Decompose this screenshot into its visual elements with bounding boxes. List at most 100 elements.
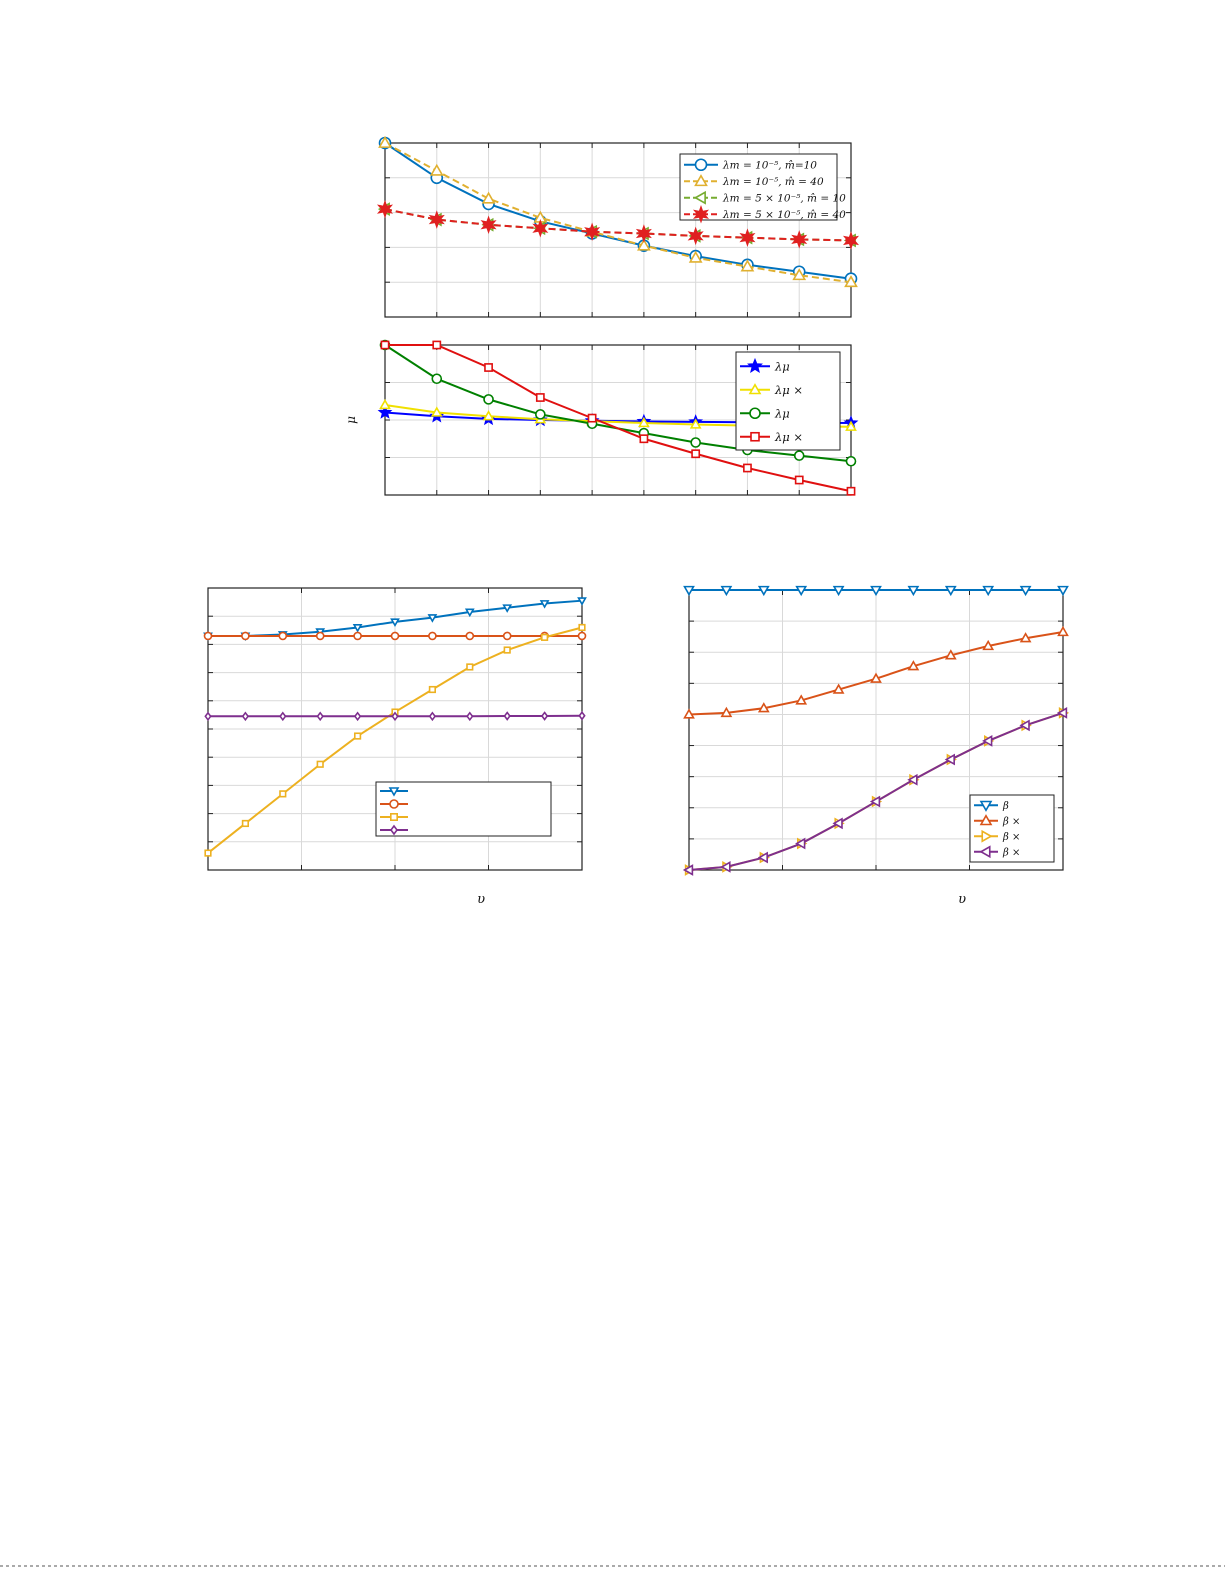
legend-label: β × <box>1002 832 1020 843</box>
series-top-1 <box>378 135 858 288</box>
data-point <box>577 631 587 641</box>
series-top-3 <box>376 199 860 250</box>
legend-label: λμ × <box>774 430 803 444</box>
data-point <box>203 631 213 641</box>
data-point <box>428 685 437 694</box>
data-point <box>846 486 856 496</box>
data-point <box>638 416 650 428</box>
data-point <box>466 663 474 671</box>
legend-label: λμ <box>774 359 790 373</box>
legend-marker <box>979 814 993 826</box>
data-point <box>430 406 443 417</box>
data-point <box>482 410 495 421</box>
data-point <box>578 623 586 632</box>
data-point <box>845 455 857 467</box>
series-line <box>384 208 852 242</box>
data-point <box>683 708 695 719</box>
data-point <box>690 437 701 448</box>
legend-bottom-left <box>375 781 552 837</box>
data-point <box>832 585 845 597</box>
data-point <box>428 210 445 229</box>
data-point <box>845 420 857 431</box>
data-point <box>870 672 882 683</box>
data-point <box>431 373 443 385</box>
data-point <box>687 226 704 246</box>
data-point <box>944 753 955 766</box>
series-bottom-right-0 <box>683 585 1069 597</box>
data-point <box>376 199 394 219</box>
data-point <box>480 215 497 235</box>
data-point <box>353 631 362 641</box>
data-point <box>683 585 695 597</box>
data-point <box>353 732 362 740</box>
legend-marker <box>388 787 400 797</box>
data-point <box>428 631 437 641</box>
data-point <box>907 660 920 671</box>
data-point <box>740 259 755 272</box>
data-point <box>757 585 770 597</box>
legend-marker <box>749 407 761 420</box>
data-point <box>794 475 804 485</box>
data-point <box>944 585 957 597</box>
data-point <box>791 230 808 249</box>
plot-frame <box>207 587 583 871</box>
data-point <box>279 711 287 722</box>
data-point <box>502 631 512 641</box>
legend-marker <box>694 158 708 172</box>
data-point <box>316 711 324 722</box>
data-point <box>1019 585 1032 597</box>
data-point <box>795 585 808 597</box>
data-point <box>391 711 399 722</box>
data-point <box>639 434 649 444</box>
data-point <box>1057 625 1069 637</box>
data-point <box>532 218 549 238</box>
data-point <box>689 418 702 429</box>
data-point <box>982 585 995 597</box>
data-point <box>316 760 324 768</box>
legend-middle: λμ λμ × λμ λμ × <box>735 351 841 451</box>
data-point <box>378 135 392 148</box>
legend-label: β × <box>1002 816 1020 827</box>
data-point <box>241 711 250 722</box>
data-point <box>1056 707 1068 719</box>
data-point <box>757 851 768 864</box>
data-point <box>584 222 601 242</box>
chart-bottom-right: υ β β × β × β × <box>682 585 1070 907</box>
legend-entry <box>380 787 408 797</box>
data-point <box>1057 585 1069 597</box>
data-point <box>535 409 546 420</box>
series-bottom-right-3 <box>682 707 1068 876</box>
chart-top: λm = 10⁻⁵, m̂=10 λm = 10⁻⁵, m̂ = 40 λm = 5… <box>376 135 860 318</box>
data-point <box>739 228 756 247</box>
legend-label: λμ <box>774 406 790 420</box>
data-point <box>869 795 881 808</box>
data-point <box>743 463 752 473</box>
data-point <box>720 706 733 718</box>
data-point <box>691 449 701 459</box>
data-point <box>982 639 995 651</box>
data-point <box>204 849 212 857</box>
legend-entry: λμ <box>740 357 790 374</box>
data-point <box>428 711 437 722</box>
data-point <box>279 790 287 798</box>
legend-entry <box>380 812 408 821</box>
data-point <box>377 404 393 419</box>
data-point <box>870 585 882 597</box>
data-point <box>464 608 475 618</box>
data-point <box>842 231 860 250</box>
data-point <box>795 837 806 850</box>
data-point <box>481 191 496 204</box>
data-point <box>466 711 474 722</box>
data-point <box>432 340 442 350</box>
legend-top: λm = 10⁻⁵, m̂=10 λm = 10⁻⁵, m̂ = 40 λm = 5… <box>679 153 846 224</box>
data-point <box>503 711 511 721</box>
legend-marker <box>693 190 706 205</box>
data-point <box>539 600 550 609</box>
data-point <box>352 624 363 633</box>
data-point <box>427 614 438 623</box>
data-point <box>578 710 586 721</box>
legend-label: λm = 10⁻⁵, m̂ = 40 <box>722 176 824 188</box>
legend-marker <box>747 357 763 374</box>
data-point <box>278 631 288 641</box>
series-bottom-right-1 <box>683 625 1069 719</box>
